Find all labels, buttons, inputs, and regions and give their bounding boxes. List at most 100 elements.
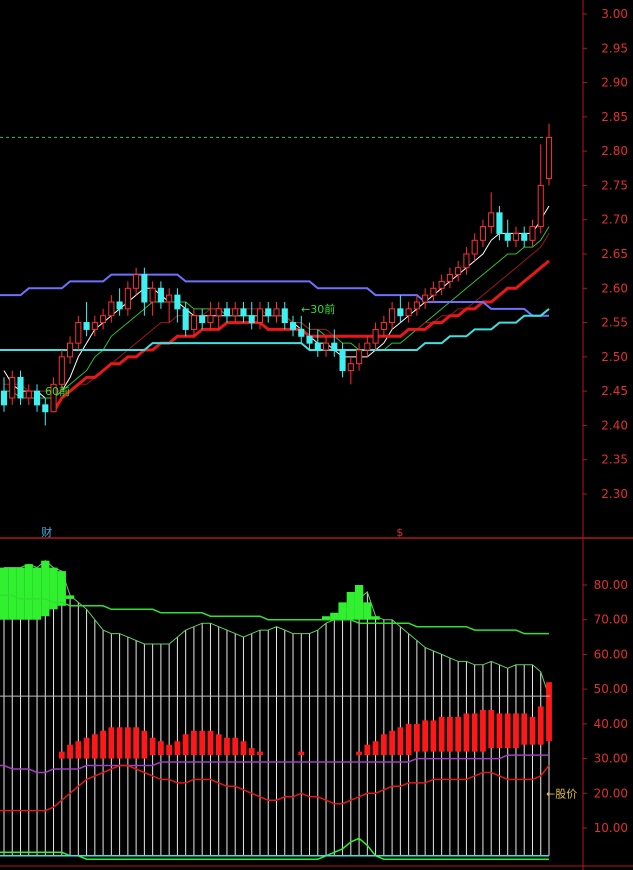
- price-tick-label: 2.55: [601, 316, 628, 330]
- indicator-red-column: [430, 720, 437, 752]
- candle-body: [232, 308, 239, 317]
- indicator-green-column: [32, 567, 42, 620]
- candle-body: [182, 308, 189, 330]
- indicator-green-column: [354, 585, 364, 620]
- candle-body: [471, 239, 478, 255]
- indicator-red-column: [116, 727, 123, 759]
- candle-body: [314, 342, 321, 351]
- indicator-tick-label: 80.00: [594, 578, 628, 592]
- candle-body: [116, 301, 123, 310]
- indicator-tick-label: 60.00: [594, 647, 628, 661]
- indicator-red-column: [455, 716, 462, 752]
- price-tick-label: 2.85: [601, 110, 628, 124]
- ma-marker-label: 60前: [45, 384, 70, 398]
- indicator-tick-label: 20.00: [594, 786, 628, 800]
- indicator-red-column: [133, 727, 140, 759]
- candle-body: [281, 308, 288, 324]
- indicator-red-column: [422, 720, 429, 752]
- indicator-tick-label: 40.00: [594, 717, 628, 731]
- event-label: 财: [41, 525, 52, 539]
- indicator-green-column: [0, 567, 9, 620]
- indicator-green-column: [321, 616, 331, 620]
- candle-body: [149, 287, 156, 303]
- candle-body: [339, 349, 346, 372]
- indicator-red-column: [248, 748, 255, 756]
- indicator-red-column: [380, 734, 387, 756]
- indicator-red-column: [471, 713, 478, 752]
- candle-body: [67, 342, 74, 358]
- candle-body: [372, 328, 379, 344]
- candle-body: [331, 342, 338, 351]
- candle-body: [124, 287, 131, 310]
- price-tick-label: 2.95: [601, 41, 628, 55]
- indicator-panel: 80.00 70.00 60.00 50.00 40.00 30.00 20.00 10.00…: [0, 560, 628, 860]
- indicator-red-column: [389, 730, 395, 756]
- indicator-red-column: [174, 741, 181, 756]
- price-tick-label: 2.30: [601, 487, 628, 501]
- candle-body: [479, 226, 486, 241]
- candle-body: [166, 294, 173, 303]
- price-tick-label: 3.00: [601, 7, 628, 21]
- indicator-red-column: [447, 716, 453, 752]
- indicator-red-column: [232, 737, 239, 756]
- indicator-green-column: [41, 560, 50, 617]
- indicator-red-column: [488, 709, 495, 749]
- indicator-red-column: [108, 727, 115, 759]
- candle-body: [215, 308, 222, 317]
- candle-body: [100, 315, 107, 324]
- indicator-green-column: [338, 602, 347, 620]
- indicator-red-column: [83, 737, 90, 759]
- candle-body: [240, 308, 247, 317]
- candle-body: [463, 253, 470, 269]
- price-tick-label: 2.70: [601, 213, 628, 227]
- moving-average-line-5: [0, 273, 549, 317]
- candle-body: [322, 342, 330, 351]
- candle-body: [545, 136, 553, 180]
- candle-body: [455, 267, 462, 276]
- candle-body: [512, 232, 520, 241]
- price-tick-label: 2.80: [601, 144, 628, 158]
- candle-body: [265, 308, 272, 317]
- candle-body: [422, 294, 429, 303]
- candle-body: [0, 390, 8, 406]
- indicator-red-column: [504, 713, 511, 749]
- indicator-red-column: [438, 716, 445, 752]
- candle-body: [199, 315, 206, 324]
- indicator-red-column: [191, 730, 197, 756]
- indicator-green-column: [65, 595, 75, 599]
- indicator-red-column: [182, 734, 189, 756]
- moving-average-line-6: [0, 308, 550, 351]
- indicator-green-column: [363, 602, 372, 620]
- candle-body: [190, 315, 197, 330]
- indicator-red-column: [215, 734, 222, 756]
- candle-body: [356, 349, 363, 365]
- indicator-green-column: [8, 567, 17, 620]
- candle-body: [521, 232, 528, 241]
- indicator-green-column: [371, 616, 380, 620]
- indicator-red-column: [75, 741, 82, 759]
- indicator-red-column: [405, 723, 412, 756]
- candle-body: [91, 322, 98, 330]
- indicator-red-column: [91, 734, 98, 759]
- candle-body: [529, 226, 536, 241]
- candle-body: [223, 308, 231, 317]
- indicator-red-column: [58, 751, 65, 759]
- indicator-line-1: [0, 594, 549, 635]
- indicator-green-column: [330, 612, 339, 620]
- candle-body: [42, 404, 49, 413]
- indicator-green-column: [49, 567, 58, 610]
- price-tick-label: 2.50: [601, 350, 628, 364]
- indicator-red-column: [67, 744, 73, 759]
- candle-body: [405, 308, 412, 317]
- candle-body: [33, 390, 41, 406]
- price-annotation: ←股价: [546, 787, 577, 800]
- indicator-red-column: [124, 727, 131, 759]
- indicator-tick-label: 30.00: [594, 752, 628, 766]
- candle-body: [397, 308, 404, 317]
- indicator-red-column: [513, 713, 519, 749]
- candle-body: [364, 342, 371, 351]
- indicator-green-column: [16, 567, 25, 620]
- candle-body: [298, 328, 305, 337]
- indicator-red-column: [158, 741, 164, 756]
